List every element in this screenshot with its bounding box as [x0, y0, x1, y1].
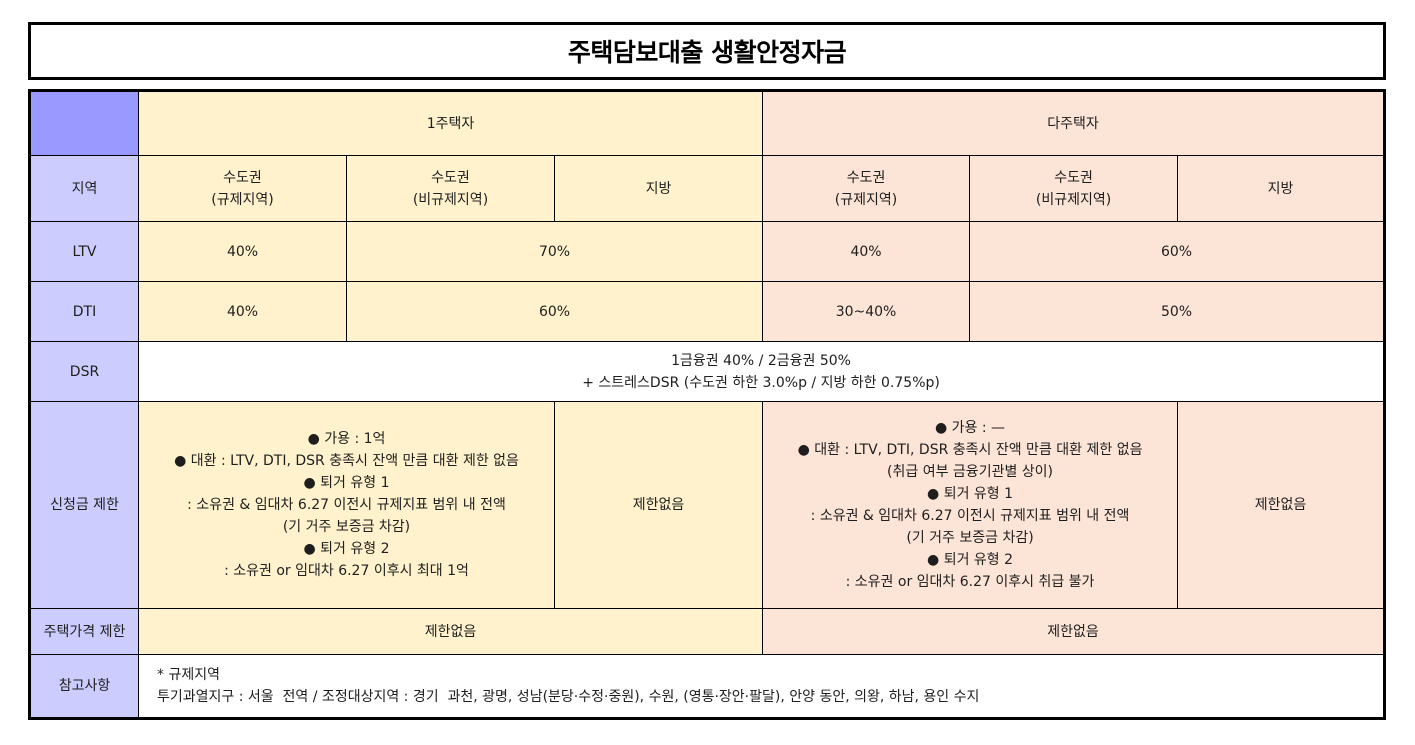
- region-multi-capital-regulated: 수도권 (규제지역): [762, 155, 971, 222]
- row-label-region: 지역: [29, 155, 139, 222]
- header-multi-house: 다주택자: [762, 90, 1386, 156]
- notes-value: * 규제지역 투기과열지구 : 서울 전역 / 조정대상지역 : 경기 과천, …: [137, 654, 1386, 719]
- dti-one-other: 60%: [345, 281, 764, 342]
- dti-multi-other: 50%: [969, 281, 1386, 342]
- dsr-row: DSR 1금융권 40% / 2금융권 50% + 스트레스DSR (수도권 하…: [29, 341, 1386, 402]
- dsr-value: 1금융권 40% / 2금융권 50% + 스트레스DSR (수도권 하한 3.…: [137, 341, 1386, 402]
- row-label-ltv: LTV: [29, 221, 139, 282]
- application-limit-one-capital: ● 가용 : 1억 ● 대환 : LTV, DTI, DSR 충족시 잔액 만큼…: [138, 401, 555, 609]
- title-box: 주택담보대출 생활안정자금: [28, 22, 1386, 80]
- dti-multi-regulated: 30~40%: [762, 281, 971, 342]
- header-one-house: 1주택자: [137, 90, 764, 156]
- application-limit-row: 신청금 제한 ● 가용 : 1억 ● 대환 : LTV, DTI, DSR 충족…: [29, 401, 1386, 609]
- ltv-row: LTV 40% 70% 40% 60%: [29, 221, 1386, 282]
- price-limit-row: 주택가격 제한 제한없음 제한없음: [29, 608, 1386, 655]
- region-one-capital-regulated: 수도권 (규제지역): [138, 155, 347, 222]
- row-label-dsr: DSR: [29, 341, 139, 402]
- application-limit-multi-local: 제한없음: [1177, 401, 1386, 609]
- ltv-multi-other: 60%: [969, 221, 1386, 282]
- price-limit-one: 제한없음: [137, 608, 764, 655]
- page-title: 주택담보대출 생활안정자금: [567, 38, 847, 67]
- application-limit-one-local: 제한없음: [553, 401, 764, 609]
- row-label-application-limit: 신청금 제한: [29, 401, 139, 609]
- dti-row: DTI 40% 60% 30~40% 50%: [29, 281, 1386, 342]
- application-limit-multi-capital: ● 가용 : — ● 대환 : LTV, DTI, DSR 충족시 잔액 만큼 …: [762, 401, 1179, 609]
- row-label-notes: 참고사항: [29, 654, 139, 719]
- region-one-local: 지방: [553, 155, 764, 222]
- dti-one-regulated: 40%: [138, 281, 347, 342]
- row-label-dti: DTI: [29, 281, 139, 342]
- loan-comparison-table: 1주택자 다주택자 지역 수도권 (규제지역) 수도권 (비규제지역) 지방 수…: [28, 89, 1387, 720]
- region-multi-capital-unregulated: 수도권 (비규제지역): [969, 155, 1179, 222]
- notes-row: 참고사항 * 규제지역 투기과열지구 : 서울 전역 / 조정대상지역 : 경기…: [29, 654, 1386, 719]
- region-one-capital-unregulated: 수도권 (비규제지역): [346, 155, 555, 222]
- ltv-one-regulated: 40%: [138, 221, 347, 282]
- ltv-one-other: 70%: [345, 221, 764, 282]
- region-multi-local: 지방: [1177, 155, 1386, 222]
- region-row: 지역 수도권 (규제지역) 수도권 (비규제지역) 지방 수도권 (규제지역) …: [29, 155, 1386, 222]
- price-limit-multi: 제한없음: [762, 608, 1386, 655]
- corner-cell: [29, 90, 139, 156]
- row-label-price-limit: 주택가격 제한: [29, 608, 139, 655]
- ltv-multi-regulated: 40%: [762, 221, 971, 282]
- header-row: 1주택자 다주택자: [29, 90, 1386, 156]
